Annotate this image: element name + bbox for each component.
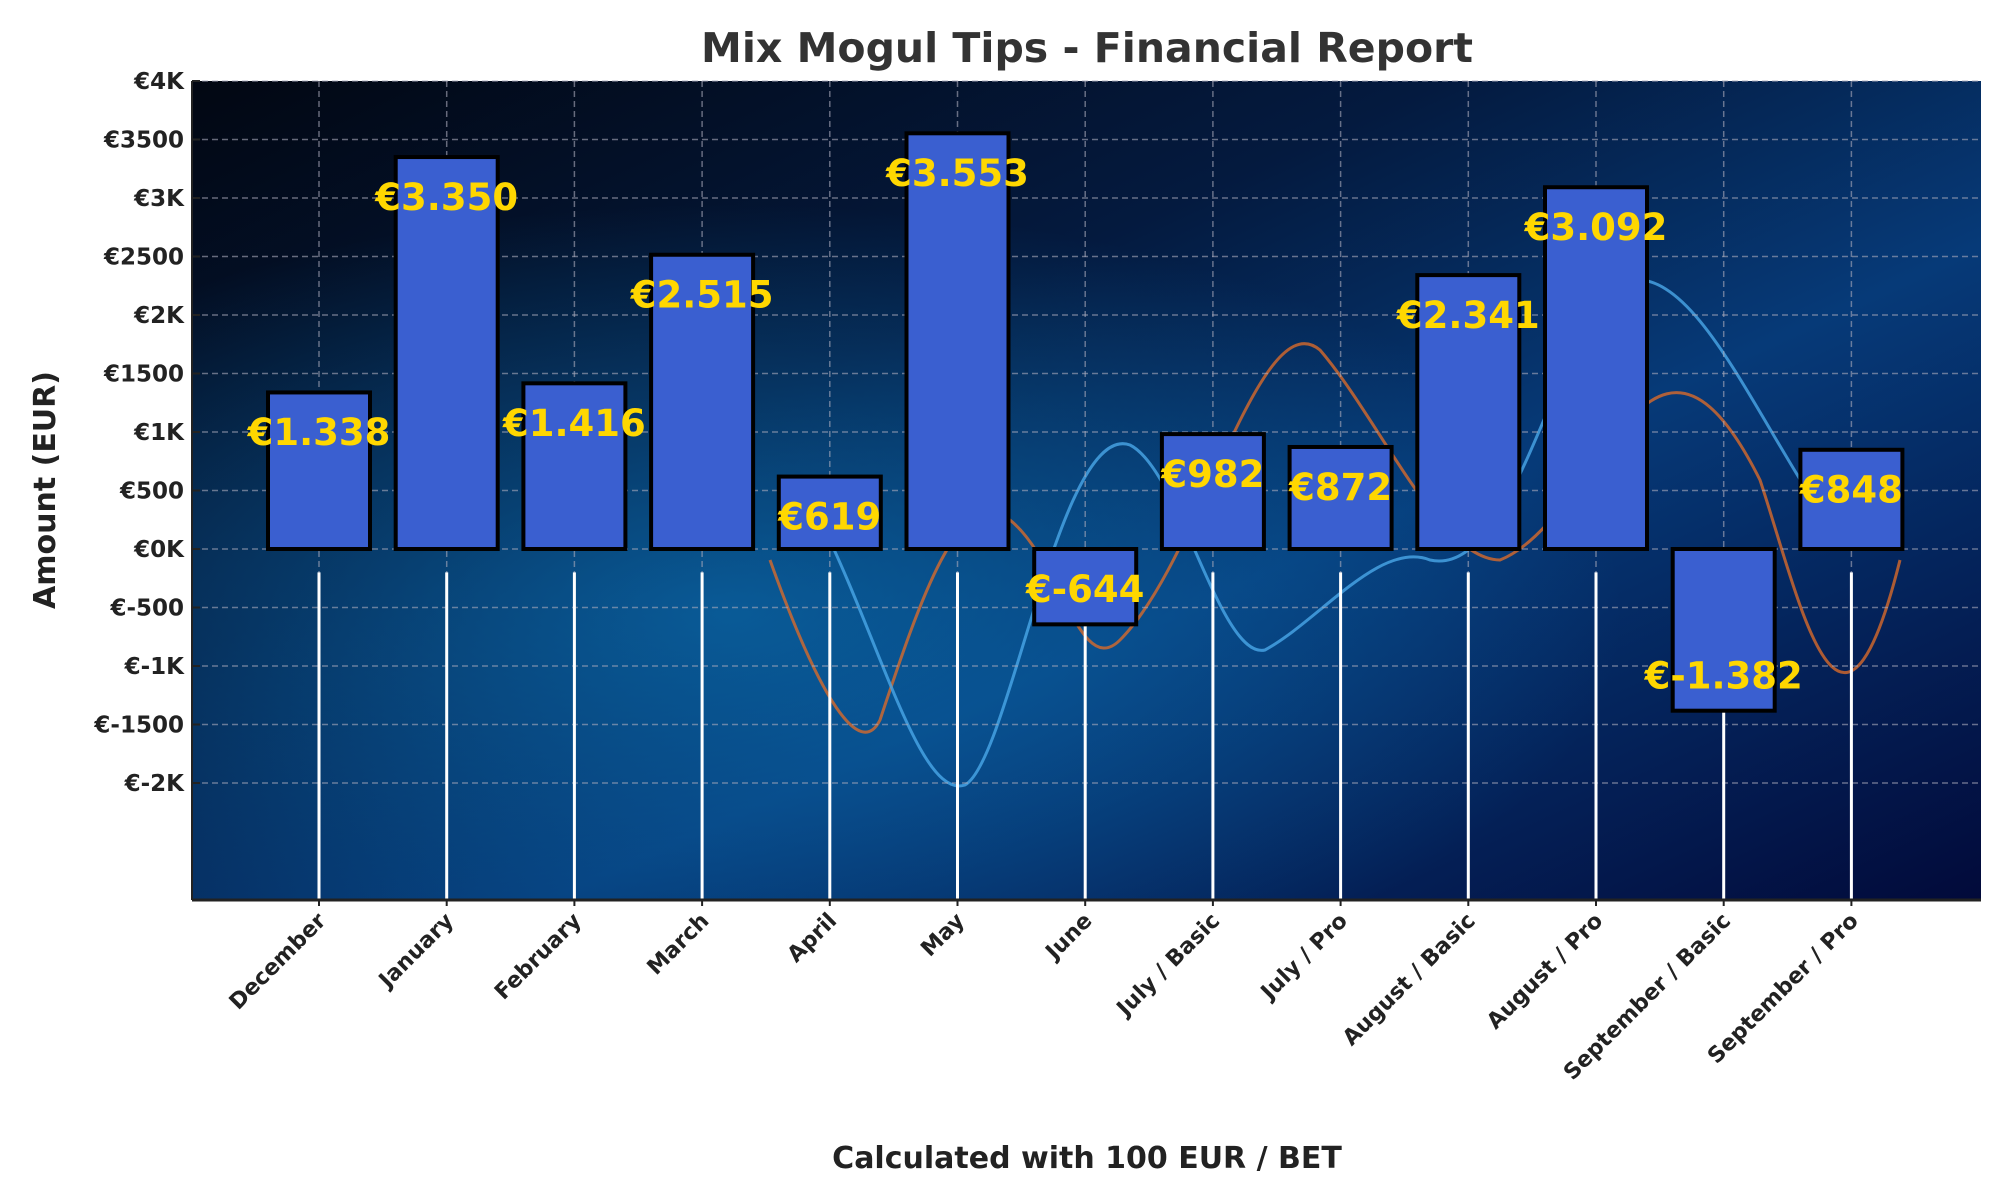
y-tick-label: €-1K: [124, 654, 186, 680]
bar-11: [1670, 547, 1777, 713]
x-tick-labels: December January February March April May June…: [225, 900, 1864, 1085]
x-tick-label: August / Basic: [1338, 909, 1480, 1051]
y-tick-label: €2500: [103, 245, 184, 271]
value-label: €2.515: [630, 274, 774, 317]
bar-8: [1287, 444, 1394, 552]
x-tick-label: July / Pro: [1255, 909, 1353, 1007]
value-labels: €1.338 €3.350 €1.416 €2.515 €619 €3.553 €-644 €…: [247, 152, 1903, 698]
bar-1: [393, 155, 500, 552]
y-tick-label: €-500: [109, 596, 184, 622]
bar-10: [1543, 185, 1649, 551]
bar-3: [649, 252, 756, 551]
bar-2: [521, 381, 628, 551]
y-tick-label: €1K: [133, 420, 185, 446]
x-tick-label: April: [783, 909, 842, 968]
value-label: €872: [1288, 466, 1392, 509]
bar-12: [1798, 447, 1905, 551]
bar-9: [1415, 273, 1522, 551]
x-tick-label: December: [225, 908, 332, 1015]
x-tick-label: June: [1040, 909, 1098, 967]
value-label: €-1.382: [1644, 655, 1803, 698]
value-label: €3.350: [374, 176, 518, 219]
value-label: €1.416: [502, 402, 646, 445]
x-tick-label: March: [643, 909, 715, 981]
value-label: €1.338: [247, 411, 391, 454]
bar-7: [1159, 432, 1266, 551]
bar-4: [776, 474, 883, 551]
value-label: €-644: [1025, 568, 1144, 611]
value-label: €982: [1160, 453, 1264, 496]
value-label: €2.341: [1396, 294, 1540, 337]
y-tick-label: €500: [119, 479, 184, 505]
x-axis-label: Calculated with 100 EUR / BET: [832, 1141, 1342, 1176]
y-tick-label: €3K: [133, 186, 185, 212]
x-tick-label: February: [490, 909, 586, 1005]
y-tick-labels: €-2K €-1500 €-1K €-500 €0K €500 €1K €1500 €2K €25…: [93, 69, 200, 797]
y-tick-label: €1500: [103, 362, 184, 388]
x-tick-label: May: [916, 909, 969, 962]
value-label: €3.092: [1524, 206, 1668, 249]
y-axis-label: Amount (EUR): [28, 371, 63, 609]
chart-title: Mix Mogul Tips - Financial Report: [701, 24, 1473, 72]
y-tick-label: €3500: [103, 128, 184, 154]
bar-5: [904, 131, 1011, 551]
y-tick-label: €2K: [133, 303, 185, 329]
y-tick-label: €-1500: [93, 713, 184, 739]
x-tick-label: August / Pro: [1482, 909, 1608, 1035]
y-tick-label: €-2K: [124, 771, 186, 797]
y-tick-label: €0K: [133, 537, 185, 563]
y-tick-label: €4K: [133, 69, 185, 95]
bar-0: [266, 390, 372, 552]
value-label: €619: [777, 495, 881, 538]
bars: [266, 131, 1905, 713]
x-tick-label: January: [373, 909, 459, 995]
category-stems: [317, 572, 1853, 900]
value-label: €3.553: [885, 152, 1029, 195]
x-tick-label: July / Basic: [1111, 909, 1225, 1023]
value-label: €848: [1799, 469, 1903, 512]
bar-6: [1032, 547, 1139, 627]
